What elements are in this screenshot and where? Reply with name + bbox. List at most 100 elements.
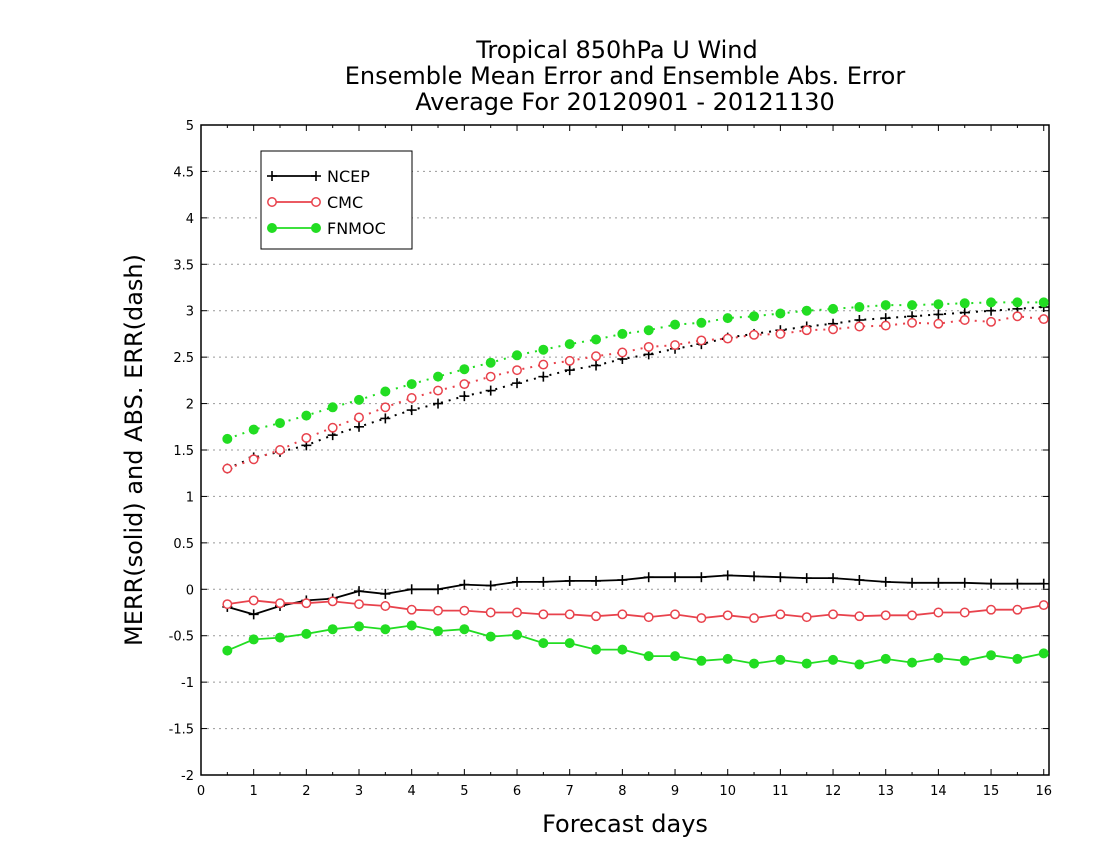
ncep-merr-point bbox=[801, 573, 812, 584]
fnmoc-merr-series bbox=[222, 620, 1049, 670]
cmc-merr-point bbox=[222, 599, 233, 610]
cmc-abs-err-point bbox=[828, 324, 838, 335]
fnmoc-merr-point bbox=[512, 629, 523, 640]
cmc-abs-err-point bbox=[512, 365, 522, 376]
fnmoc-merr-point bbox=[459, 624, 470, 635]
y-axis-title: MERR(solid) and ABS. ERR(dash) bbox=[120, 254, 148, 646]
cmc-merr-point bbox=[459, 605, 470, 616]
fnmoc-merr-point bbox=[801, 658, 812, 669]
cmc-abs-err-point bbox=[696, 335, 707, 346]
fnmoc-abs-err-point bbox=[512, 350, 523, 361]
cmc-merr-point bbox=[828, 609, 838, 620]
legend: NCEP CMC FNMOC bbox=[260, 150, 413, 250]
fnmoc-merr-point bbox=[538, 638, 549, 649]
y-tick-label: 3 bbox=[186, 305, 194, 320]
fnmoc-abs-err-point bbox=[801, 305, 812, 316]
x-tick-label: 9 bbox=[671, 784, 679, 799]
fnmoc-abs-err-point bbox=[485, 357, 496, 368]
fnmoc-merr-point bbox=[880, 653, 891, 664]
ncep-merr-point bbox=[854, 575, 865, 585]
ncep-merr-point bbox=[617, 575, 628, 585]
ncep-merr-point bbox=[986, 578, 997, 589]
ncep-abs-err-point bbox=[591, 360, 602, 371]
ncep-merr-point bbox=[959, 577, 970, 588]
cmc-abs-err-point bbox=[1038, 314, 1049, 325]
ncep-abs-err-point bbox=[380, 413, 391, 424]
cmc-merr-point bbox=[354, 599, 364, 610]
cmc-abs-err-point bbox=[854, 321, 865, 332]
fnmoc-merr-point bbox=[433, 626, 444, 637]
cmc-abs-err-point bbox=[591, 351, 601, 362]
fnmoc-abs-err-point bbox=[222, 433, 233, 444]
y-tick-label: 4.5 bbox=[173, 165, 194, 180]
ncep-abs-err-point bbox=[538, 371, 549, 382]
cmc-merr-point bbox=[749, 613, 759, 624]
cmc-merr-point bbox=[986, 604, 997, 615]
cmc-merr-point bbox=[775, 609, 786, 620]
ncep-merr-point bbox=[749, 571, 760, 582]
cmc-abs-err-point bbox=[801, 325, 812, 336]
fnmoc-merr-point bbox=[591, 644, 602, 655]
series-layer bbox=[222, 297, 1049, 670]
fnmoc-merr-point bbox=[670, 651, 681, 662]
gridlines bbox=[201, 170, 1049, 730]
cmc-merr-point bbox=[643, 612, 654, 623]
fnmoc-abs-err-point bbox=[828, 303, 839, 314]
fnmoc-abs-err-point bbox=[248, 424, 259, 435]
fnmoc-abs-err-point bbox=[670, 319, 681, 330]
fnmoc-abs-err-point bbox=[564, 339, 575, 350]
cmc-merr-point bbox=[933, 607, 944, 618]
ncep-abs-err-series bbox=[222, 302, 1049, 474]
x-tick-label: 16 bbox=[1035, 784, 1052, 799]
ncep-merr-point bbox=[643, 572, 654, 583]
ncep-merr-point bbox=[880, 576, 891, 587]
cmc-abs-err-point bbox=[406, 393, 417, 403]
x-tick-label: 15 bbox=[983, 784, 1000, 799]
ncep-merr-point bbox=[1012, 578, 1023, 589]
fnmoc-abs-err-point bbox=[380, 386, 391, 397]
y-tick-label: 0 bbox=[186, 583, 194, 598]
ncep-abs-err-point bbox=[986, 305, 997, 316]
ncep-abs-err-point bbox=[354, 421, 365, 432]
cmc-abs-err-point bbox=[775, 328, 786, 339]
fnmoc-abs-err-point bbox=[406, 379, 417, 390]
x-tick-label: 11 bbox=[772, 784, 789, 799]
cmc-merr-point bbox=[617, 609, 628, 620]
ncep-merr-point bbox=[380, 588, 391, 599]
x-tick-label: 7 bbox=[566, 784, 574, 799]
cmc-abs-err-point bbox=[327, 422, 338, 433]
y-tick-label: 3.5 bbox=[173, 258, 194, 273]
cmc-abs-err-point bbox=[643, 341, 654, 352]
cmc-abs-err-point bbox=[485, 371, 496, 382]
cmc-abs-err-point bbox=[880, 320, 891, 331]
fnmoc-abs-err-point bbox=[459, 364, 470, 375]
cmc-abs-err-point bbox=[248, 454, 259, 465]
legend-marker-fnmoc bbox=[311, 223, 321, 233]
cmc-merr-point bbox=[512, 607, 522, 618]
cmc-merr-point bbox=[433, 605, 443, 616]
fnmoc-merr-point bbox=[1012, 653, 1023, 664]
fnmoc-merr-point bbox=[354, 621, 365, 632]
fnmoc-merr-point bbox=[301, 628, 312, 639]
cmc-abs-err-line bbox=[226, 315, 1044, 470]
y-tick-label: 1.5 bbox=[173, 444, 194, 459]
cmc-merr-point bbox=[854, 611, 865, 622]
fnmoc-abs-err-point bbox=[1012, 297, 1023, 308]
fnmoc-abs-err-point bbox=[643, 325, 654, 336]
fnmoc-abs-err-point bbox=[327, 402, 338, 413]
cmc-merr-point bbox=[406, 604, 417, 615]
fnmoc-abs-err-point bbox=[354, 394, 365, 405]
y-tick-label: -0.5 bbox=[169, 630, 194, 645]
legend-marker-cmc bbox=[267, 197, 277, 207]
ncep-abs-err-point bbox=[933, 309, 944, 320]
y-tick-label: 0.5 bbox=[173, 537, 194, 552]
cmc-merr-point bbox=[591, 611, 601, 622]
legend-marker-fnmoc bbox=[267, 223, 277, 233]
cmc-merr-point bbox=[907, 610, 918, 621]
cmc-merr-point bbox=[301, 598, 312, 609]
legend-label-fnmoc: FNMOC bbox=[327, 219, 386, 238]
cmc-abs-err-point bbox=[564, 355, 575, 366]
fnmoc-abs-err-point bbox=[591, 334, 602, 345]
ncep-abs-err-line bbox=[226, 306, 1044, 470]
ncep-merr-point bbox=[485, 580, 496, 591]
